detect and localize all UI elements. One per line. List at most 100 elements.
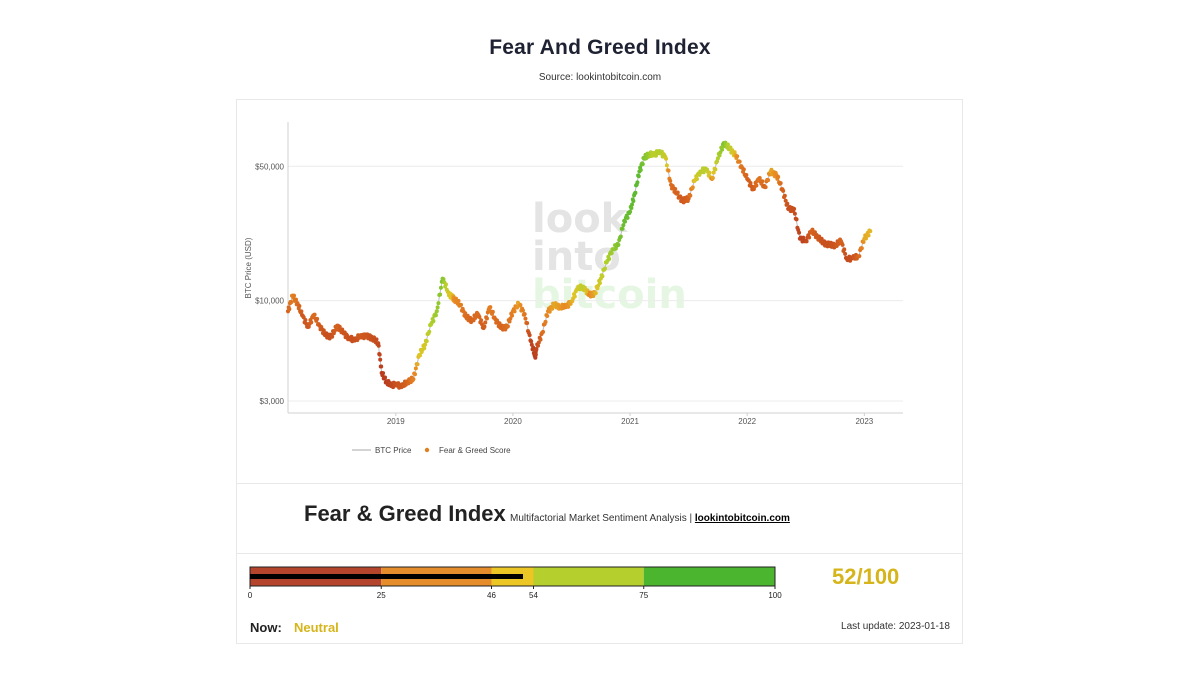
score-dot xyxy=(653,153,658,158)
gauge-tick-label: 0 xyxy=(248,591,253,600)
score-value: 52/100 xyxy=(832,564,900,589)
score-dot xyxy=(376,343,381,348)
watermark-word-1: look xyxy=(532,196,629,242)
score-dot xyxy=(436,301,441,306)
score-dot xyxy=(616,242,621,247)
score-dot xyxy=(694,177,699,182)
score-dot xyxy=(434,309,439,314)
score-dot xyxy=(525,321,530,326)
score-dot xyxy=(664,156,669,161)
score-dot xyxy=(379,364,384,369)
score-dot xyxy=(479,318,484,323)
x-tick-label: 2023 xyxy=(855,417,873,426)
score-dot xyxy=(843,251,848,256)
fear-greed-score-dots xyxy=(285,140,873,390)
legend-item-fear-greed-score[interactable]: Fear & Greed Score xyxy=(424,446,511,455)
score-dot xyxy=(512,309,517,314)
score-dot xyxy=(422,342,428,347)
y-tick-label: $3,000 xyxy=(260,397,285,406)
gauge-tick-label: 75 xyxy=(639,591,648,600)
score-dot xyxy=(720,147,725,152)
score-dot xyxy=(536,340,541,345)
score-dot xyxy=(620,226,625,231)
gauge-segments xyxy=(249,566,776,587)
gauge-tick-label: 25 xyxy=(377,591,386,600)
score-dot xyxy=(710,175,715,180)
legend-label-btc-price: BTC Price xyxy=(375,446,412,455)
score-dot xyxy=(309,320,314,325)
score-dot xyxy=(792,211,797,216)
score-dot xyxy=(443,282,448,287)
x-tick-label: 2020 xyxy=(504,417,522,426)
score-dot xyxy=(760,179,765,184)
score-dot xyxy=(422,346,427,351)
index-subtitle: Multifactorial Market Sentiment Analysis… xyxy=(510,513,790,524)
index-subtitle-text: Multifactorial Market Sentiment Analysis… xyxy=(510,513,693,524)
score-dot xyxy=(483,320,488,325)
score-dot xyxy=(593,291,598,296)
score-dot xyxy=(383,375,388,380)
index-header-card: Fear & Greed Index Multifactorial Market… xyxy=(236,484,963,554)
score-dot xyxy=(859,246,864,251)
chart-axes xyxy=(287,122,903,414)
score-dot xyxy=(541,329,546,334)
x-tick-labels: 2019 2020 2021 2022 2023 xyxy=(387,413,874,426)
y-axis-label: BTC Price (USD) xyxy=(244,237,253,298)
chart-card: look into bitcoin $3,000 $10,000 $50,000 2… xyxy=(236,99,963,484)
gauge-tick-label: 54 xyxy=(529,591,538,600)
score-dot xyxy=(801,235,806,240)
score-dot xyxy=(456,298,461,303)
score-dot xyxy=(477,314,482,319)
score-dot xyxy=(629,205,634,210)
score-dot xyxy=(424,339,429,344)
score-dot xyxy=(861,240,866,245)
index-title: Fear & Greed Index xyxy=(304,501,506,526)
watermark-word-3: bitcoin xyxy=(532,272,687,318)
score-dot xyxy=(857,254,862,259)
score-dot xyxy=(463,311,468,316)
score-dot xyxy=(413,366,418,371)
score-dot xyxy=(627,209,633,214)
score-dot xyxy=(566,304,571,309)
x-tick-label: 2021 xyxy=(621,417,639,426)
x-tick-label: 2022 xyxy=(738,417,756,426)
score-dot xyxy=(625,215,630,220)
score-dot xyxy=(533,352,538,357)
score-dot xyxy=(522,312,527,317)
score-dot xyxy=(744,172,749,177)
score-dot xyxy=(413,372,418,377)
btc-fear-greed-chart[interactable]: look into bitcoin $3,000 $10,000 $50,000 2… xyxy=(237,100,962,483)
y-tick-label: $50,000 xyxy=(255,162,284,171)
score-dot xyxy=(621,223,626,228)
chart-legend: BTC Price Fear & Greed Score xyxy=(352,446,511,455)
legend-item-btc-price[interactable]: BTC Price xyxy=(352,446,412,455)
gauge-tick-label: 100 xyxy=(768,591,782,600)
score-dot xyxy=(707,170,712,175)
score-dot xyxy=(866,233,871,238)
score-dot xyxy=(572,294,577,299)
score-dot xyxy=(778,181,783,186)
score-dot xyxy=(640,162,645,167)
score-dot xyxy=(609,251,614,256)
score-dot xyxy=(633,190,638,195)
score-dot xyxy=(289,300,294,305)
score-dot xyxy=(623,219,628,224)
gauge-card: 0 25 46 54 75 100 52/100 Now: Neutral Last up… xyxy=(236,554,963,644)
score-dot xyxy=(864,236,869,241)
score-dot xyxy=(688,193,693,198)
page-source: Source: lookintobitcoin.com xyxy=(538,72,662,83)
page-title: Fear And Greed Index xyxy=(489,36,711,59)
score-dot xyxy=(531,345,536,350)
source-link[interactable]: lookintobitcoin.com xyxy=(694,513,790,524)
score-dot xyxy=(518,303,523,308)
score-dot xyxy=(479,322,484,327)
gauge-current-bar xyxy=(250,574,523,579)
score-dot xyxy=(505,324,510,329)
x-tick-label: 2019 xyxy=(387,417,405,426)
score-dot xyxy=(638,167,643,172)
watermark-logo: look into bitcoin xyxy=(532,196,687,318)
score-dot xyxy=(636,174,641,179)
score-dot xyxy=(763,185,768,190)
score-dot xyxy=(697,172,702,177)
score-dot xyxy=(294,297,299,302)
